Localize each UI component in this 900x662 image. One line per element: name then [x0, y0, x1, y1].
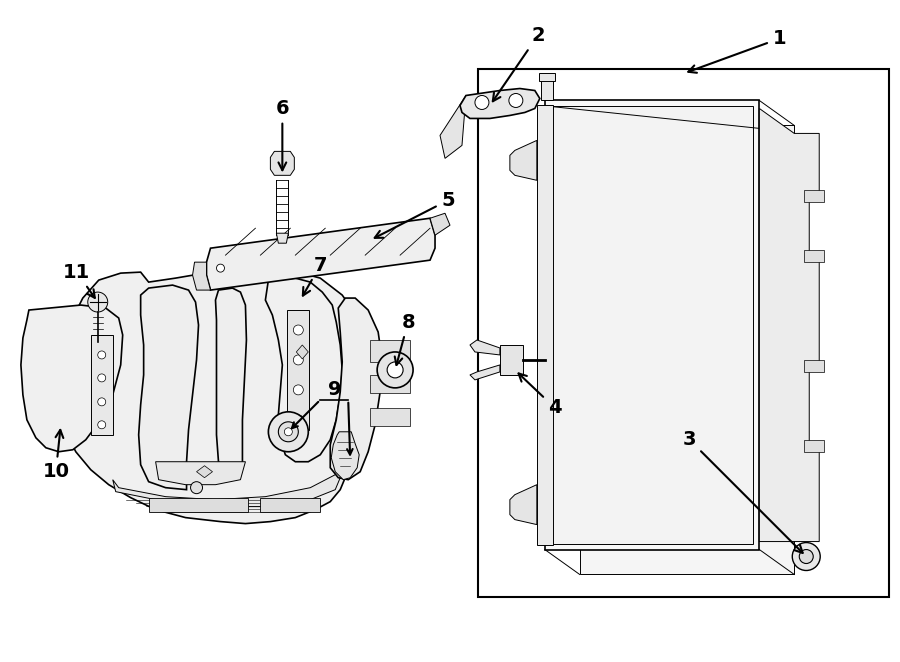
Text: 8: 8 — [395, 312, 415, 365]
Bar — [539, 73, 554, 81]
Circle shape — [475, 95, 489, 109]
Polygon shape — [206, 218, 435, 290]
Circle shape — [377, 352, 413, 388]
Circle shape — [293, 385, 303, 395]
Polygon shape — [510, 485, 536, 524]
Polygon shape — [193, 262, 211, 290]
Text: 6: 6 — [275, 99, 289, 170]
Circle shape — [293, 415, 303, 425]
Circle shape — [284, 428, 292, 436]
Bar — [370, 375, 410, 393]
Polygon shape — [296, 345, 309, 359]
Polygon shape — [112, 465, 340, 506]
Polygon shape — [58, 268, 370, 524]
Circle shape — [217, 264, 224, 272]
Bar — [551, 107, 753, 544]
Bar — [370, 408, 410, 426]
Text: 10: 10 — [42, 430, 69, 481]
Polygon shape — [139, 285, 199, 490]
Polygon shape — [21, 305, 122, 451]
Polygon shape — [215, 288, 247, 470]
Bar — [541, 79, 553, 101]
Circle shape — [278, 422, 298, 442]
Bar — [478, 69, 889, 597]
Polygon shape — [760, 109, 819, 542]
Polygon shape — [470, 365, 500, 380]
Bar — [805, 190, 824, 203]
Bar — [536, 105, 553, 545]
Circle shape — [88, 292, 108, 312]
Circle shape — [799, 549, 814, 563]
Bar — [544, 101, 760, 549]
Bar — [580, 125, 795, 575]
Polygon shape — [430, 213, 450, 235]
Bar — [287, 310, 310, 430]
Text: 7: 7 — [302, 256, 327, 296]
Circle shape — [293, 325, 303, 335]
Text: 2: 2 — [493, 26, 544, 101]
Bar — [91, 335, 112, 435]
Circle shape — [98, 374, 105, 382]
Circle shape — [98, 398, 105, 406]
Circle shape — [792, 543, 820, 571]
Polygon shape — [470, 340, 500, 355]
Bar — [805, 360, 824, 372]
Circle shape — [191, 482, 202, 494]
Text: 3: 3 — [683, 430, 803, 553]
Circle shape — [508, 93, 523, 107]
Text: 11: 11 — [63, 263, 94, 298]
Bar — [805, 440, 824, 451]
Bar — [260, 498, 320, 512]
Circle shape — [387, 362, 403, 378]
Polygon shape — [440, 95, 466, 158]
Text: 9: 9 — [328, 381, 342, 399]
Polygon shape — [500, 345, 523, 375]
Circle shape — [268, 412, 309, 451]
Bar — [370, 340, 410, 362]
Polygon shape — [331, 432, 359, 480]
Text: 1: 1 — [688, 29, 786, 73]
Bar — [148, 498, 248, 512]
Polygon shape — [270, 152, 294, 175]
Polygon shape — [330, 298, 382, 480]
Circle shape — [293, 355, 303, 365]
Polygon shape — [510, 140, 536, 180]
Bar — [805, 250, 824, 262]
Polygon shape — [196, 465, 212, 478]
Text: 5: 5 — [374, 191, 454, 238]
Circle shape — [98, 351, 105, 359]
Polygon shape — [460, 89, 540, 118]
Polygon shape — [266, 278, 342, 461]
Text: 4: 4 — [518, 373, 562, 417]
Circle shape — [98, 421, 105, 429]
Polygon shape — [276, 233, 288, 243]
Polygon shape — [156, 461, 246, 485]
